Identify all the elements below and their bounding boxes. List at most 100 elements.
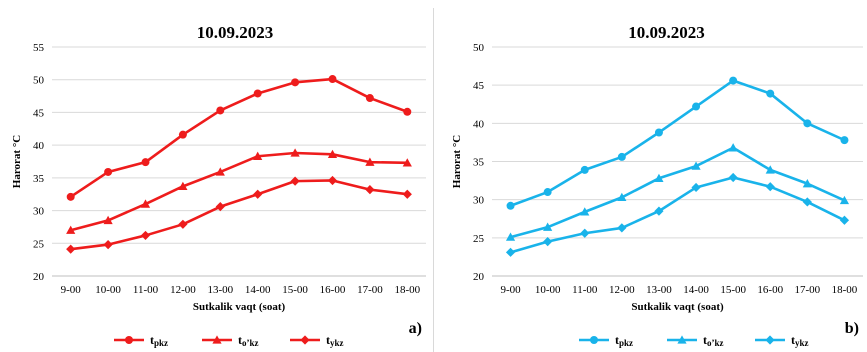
y-tick-label: 20 xyxy=(473,271,485,283)
legend-marker xyxy=(300,335,309,344)
data-point xyxy=(803,197,812,206)
legend: tpkz to’kz tykz xyxy=(114,333,344,348)
y-tick-label: 55 xyxy=(33,42,45,54)
x-tick-label: 17-00 xyxy=(795,284,821,296)
data-point xyxy=(692,103,700,111)
data-point xyxy=(179,131,187,139)
y-tick-label: 20 xyxy=(33,271,45,283)
data-point xyxy=(617,223,626,232)
data-point xyxy=(729,77,737,85)
panel-label: b) xyxy=(845,320,859,337)
series-line xyxy=(511,81,845,206)
series-o’kz xyxy=(66,148,412,233)
y-tick-label: 25 xyxy=(473,233,485,245)
data-point xyxy=(365,185,374,194)
legend-marker xyxy=(125,336,133,344)
legend-entry: tpkz xyxy=(150,333,168,348)
panel-divider xyxy=(433,8,434,352)
x-tick-label: 10-00 xyxy=(535,284,561,296)
x-axis-label: Sutkalik vaqt (soat) xyxy=(193,301,286,313)
data-point xyxy=(254,89,262,97)
data-point xyxy=(618,153,626,161)
x-tick-label: 11-00 xyxy=(133,284,159,296)
x-tick-label: 9-00 xyxy=(61,284,82,296)
x-tick-label: 15-00 xyxy=(720,284,746,296)
series-line xyxy=(71,79,408,197)
x-tick-label: 11-00 xyxy=(572,284,598,296)
y-tick-label: 35 xyxy=(33,173,45,185)
legend-marker xyxy=(590,336,598,344)
data-point xyxy=(329,75,337,83)
y-tick-label: 40 xyxy=(33,140,45,152)
data-point xyxy=(141,231,150,240)
data-point xyxy=(366,94,374,102)
data-point xyxy=(178,220,187,229)
data-point xyxy=(291,78,299,86)
y-tick-label: 45 xyxy=(33,107,45,119)
x-axis-label: Sutkalik vaqt (soat) xyxy=(631,301,724,313)
x-tick-label: 15-00 xyxy=(282,284,308,296)
legend: tpkz to’kz tykz xyxy=(579,333,809,348)
x-tick-label: 12-00 xyxy=(609,284,635,296)
y-tick-label: 50 xyxy=(33,75,45,87)
line-chart-a: 10.09.2023 20 25 30 35 40 45 50 55 9-00 10-00 11-00… xyxy=(0,0,432,352)
data-point xyxy=(403,190,412,199)
legend-marker xyxy=(765,335,774,344)
x-tick-label: 17-00 xyxy=(357,284,383,296)
legend-entry: to’kz xyxy=(238,333,259,348)
data-point xyxy=(580,229,589,238)
x-tick-label: 14-00 xyxy=(683,284,709,296)
data-point xyxy=(104,168,112,176)
data-point xyxy=(507,202,515,210)
data-point xyxy=(67,193,75,201)
data-point xyxy=(581,166,589,174)
x-tick-label: 10-00 xyxy=(95,284,121,296)
legend-entry: tpkz xyxy=(615,333,633,348)
y-axis-label: Harorat °C xyxy=(451,135,463,188)
legend-entry: tykz xyxy=(791,333,809,348)
series-o’kz xyxy=(506,143,849,241)
chart-panel-a: 10.09.2023 20 25 30 35 40 45 50 55 9-00 10-00 11-00… xyxy=(0,0,432,352)
series-line xyxy=(511,178,845,253)
x-tick-label: 13-00 xyxy=(207,284,233,296)
data-point xyxy=(142,158,150,166)
data-point xyxy=(216,106,224,114)
data-point xyxy=(655,128,663,136)
x-tick-label: 16-00 xyxy=(757,284,783,296)
y-tick-label: 30 xyxy=(33,206,45,218)
chart-title: 10.09.2023 xyxy=(628,23,705,42)
y-tick-label: 50 xyxy=(473,42,485,54)
y-axis-label: Harorat °C xyxy=(11,135,23,188)
x-tick-label: 16-00 xyxy=(320,284,346,296)
data-point xyxy=(104,240,113,249)
data-point xyxy=(506,248,515,257)
data-point xyxy=(328,176,337,185)
y-tick-label: 45 xyxy=(473,80,485,92)
series-pkz xyxy=(507,77,849,210)
y-tick-label: 40 xyxy=(473,118,485,130)
data-point xyxy=(840,136,848,144)
y-tick-label: 25 xyxy=(33,238,45,250)
chart-panel-b: 10.09.2023 20 25 30 35 40 45 50 9-00 10-00 11-00 12… xyxy=(435,0,867,352)
legend-entry: to’kz xyxy=(703,333,724,348)
data-point xyxy=(403,108,411,116)
y-tick-label: 30 xyxy=(473,195,485,207)
data-point xyxy=(544,188,552,196)
data-point xyxy=(729,173,738,182)
line-chart-b: 10.09.2023 20 25 30 35 40 45 50 9-00 10-00 11-00 12… xyxy=(435,0,867,352)
series-pkz xyxy=(67,75,412,201)
x-tick-label: 18-00 xyxy=(832,284,858,296)
data-point xyxy=(766,182,775,191)
panel-label: a) xyxy=(409,320,422,337)
data-point xyxy=(216,202,225,211)
data-point xyxy=(66,245,75,254)
series-line xyxy=(71,153,408,230)
legend-entry: tykz xyxy=(326,333,344,348)
x-tick-label: 9-00 xyxy=(500,284,521,296)
chart-title: 10.09.2023 xyxy=(197,23,274,42)
data-point xyxy=(840,216,849,225)
y-tick-label: 35 xyxy=(473,157,485,169)
data-point xyxy=(729,143,738,151)
x-tick-label: 13-00 xyxy=(646,284,672,296)
x-tick-label: 14-00 xyxy=(245,284,271,296)
